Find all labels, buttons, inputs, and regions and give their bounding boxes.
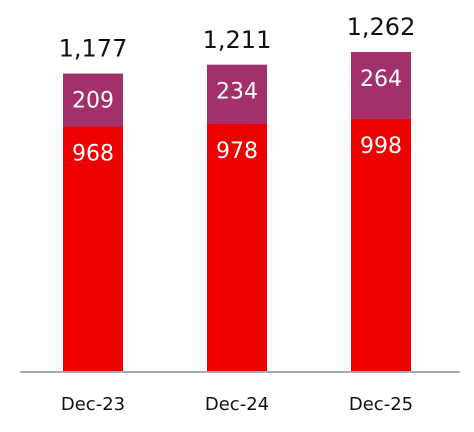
x-tick-label: Dec-24 — [205, 394, 269, 415]
total-label: 1,211 — [203, 26, 272, 54]
segment-label: 264 — [360, 67, 402, 92]
segment-label: 234 — [216, 80, 258, 105]
bar-segment — [351, 52, 411, 119]
segment-label: 998 — [360, 134, 402, 159]
bar-segment — [63, 126, 123, 372]
bar-segment — [207, 124, 267, 372]
bar-segment — [351, 118, 411, 372]
total-label: 1,177 — [59, 35, 128, 63]
x-tick-label: Dec-23 — [61, 394, 125, 415]
x-tick-label: Dec-25 — [349, 394, 413, 415]
total-label: 1,262 — [347, 13, 416, 41]
segment-label: 209 — [72, 89, 114, 114]
segment-label: 978 — [216, 139, 258, 164]
segment-label: 968 — [72, 142, 114, 167]
bar-segment — [207, 64, 267, 125]
bar-segment — [63, 73, 123, 127]
